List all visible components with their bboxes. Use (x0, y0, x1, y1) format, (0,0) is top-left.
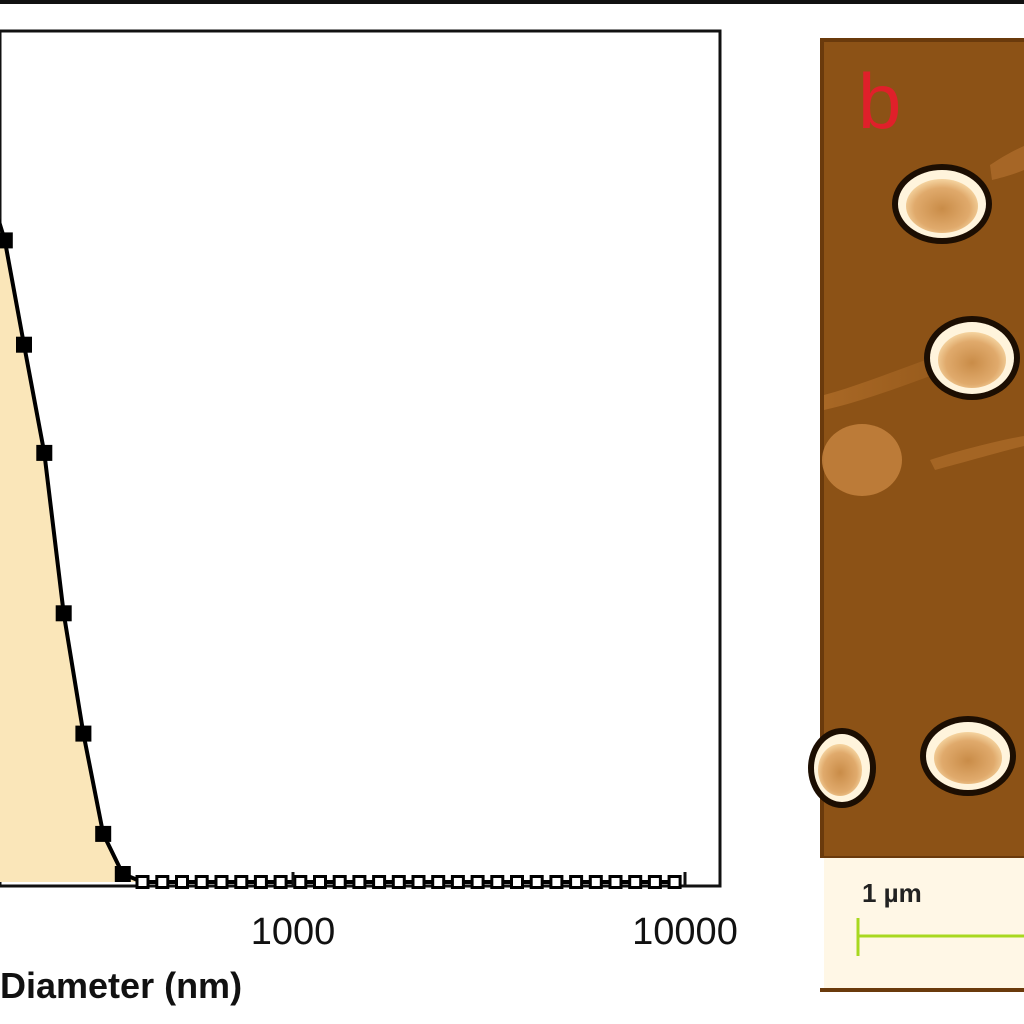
data-markers (0, 232, 682, 889)
data-point (411, 875, 426, 889)
data-point (628, 875, 643, 889)
particle (808, 728, 876, 808)
data-point (75, 725, 92, 742)
data-point (273, 875, 288, 889)
data-point (647, 875, 662, 889)
surface-streak (990, 146, 1024, 180)
plot-frame (0, 29, 722, 888)
strip-bottom-line (820, 988, 1024, 992)
data-point (55, 605, 72, 622)
particle-blurred (822, 424, 902, 496)
data-point (529, 875, 544, 889)
data-point (332, 875, 347, 889)
x-tick-label: 1000 (251, 911, 336, 953)
data-point (510, 875, 524, 889)
data-point (16, 336, 32, 353)
particle (892, 164, 992, 244)
panel-letter: b (858, 57, 901, 145)
data-point (194, 875, 209, 889)
particle (924, 316, 1020, 400)
data-point (372, 875, 387, 889)
data-point (313, 875, 327, 889)
data-point (490, 875, 505, 889)
afm-image-panel: b 1 µm (808, 38, 1024, 992)
data-point (450, 875, 465, 889)
scale-bar-strip (824, 858, 1024, 990)
distribution-area (0, 224, 675, 882)
x-axis-ticks: 1000 10000 (251, 872, 738, 953)
particle (920, 716, 1016, 796)
data-point (175, 875, 189, 889)
data-point (608, 875, 623, 889)
data-point (293, 875, 308, 889)
top-border (0, 0, 1024, 4)
data-point (667, 875, 682, 889)
data-point (234, 875, 249, 889)
x-tick-label: 10000 (632, 911, 738, 953)
data-point (114, 866, 131, 882)
data-point (431, 875, 446, 889)
size-distribution-chart: 1000 10000 Diameter (nm) (0, 29, 738, 1006)
data-point (391, 875, 406, 889)
data-point (95, 825, 112, 842)
x-axis-label: Diameter (nm) (0, 965, 242, 1006)
data-point (569, 875, 584, 889)
data-point (0, 232, 13, 249)
scale-bar-label: 1 µm (862, 878, 922, 908)
data-point (253, 875, 268, 889)
data-point (588, 875, 603, 889)
surface-streak (930, 436, 1024, 470)
data-point (352, 875, 367, 889)
data-point (135, 875, 150, 889)
data-point (214, 875, 229, 889)
data-point (155, 875, 170, 889)
data-point (549, 875, 564, 889)
data-point (470, 875, 485, 889)
data-point (36, 444, 53, 461)
